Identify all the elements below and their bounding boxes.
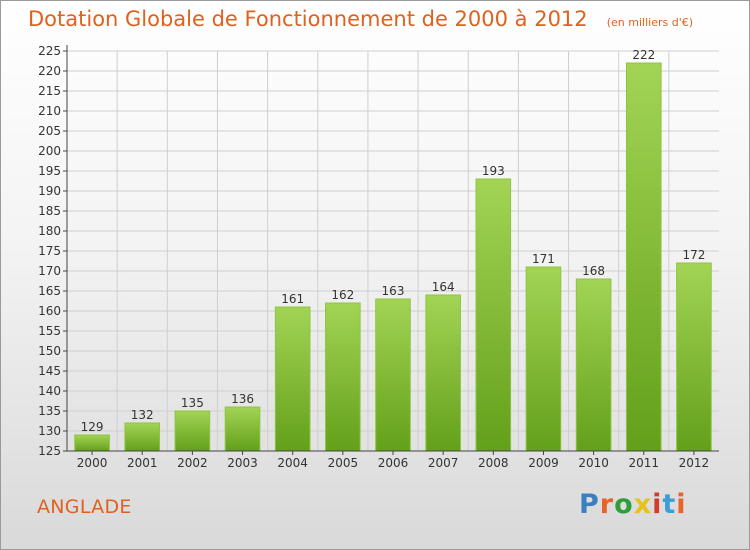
- data-label: 129: [81, 420, 104, 434]
- bar-2002: [174, 410, 211, 452]
- data-label: 136: [231, 392, 254, 406]
- y-tick-label: 135: [38, 404, 61, 418]
- y-tick-label: 180: [38, 224, 61, 238]
- y-tick-label: 160: [38, 304, 61, 318]
- bar-2000: [74, 434, 110, 452]
- x-tick-label: 2010: [578, 456, 609, 470]
- y-tick-label: 155: [38, 324, 61, 338]
- y-tick-label: 210: [38, 104, 61, 118]
- y-tick-label: 195: [38, 164, 61, 178]
- x-tick-label: 2001: [127, 456, 158, 470]
- x-tick-label: 2011: [628, 456, 659, 470]
- logo-letter: o: [614, 489, 634, 520]
- bar-2006: [375, 298, 411, 452]
- logo-letter: P: [579, 489, 600, 520]
- x-tick-label: 2005: [328, 456, 359, 470]
- data-label: 171: [532, 252, 555, 266]
- y-tick-label: 190: [38, 184, 61, 198]
- data-label: 163: [382, 284, 405, 298]
- data-label: 172: [682, 248, 705, 262]
- y-tick-label: 175: [38, 244, 61, 258]
- logo-letter: i: [652, 489, 663, 520]
- bar-2004: [274, 306, 311, 452]
- axes: [63, 45, 719, 455]
- logo-letter: t: [662, 489, 677, 520]
- x-tick-label: 2003: [227, 456, 258, 470]
- x-tick-label: 2007: [428, 456, 459, 470]
- proxiti-logo: Proxiti: [579, 489, 687, 520]
- y-tick-label: 225: [38, 44, 61, 58]
- x-tick-label: 2008: [478, 456, 509, 470]
- labels: 125 130 135 140 145 150 155 160 165 170 175 180 185 1…: [38, 44, 709, 470]
- commune-name: ANGLADE: [37, 496, 132, 518]
- x-tick-label: 2009: [528, 456, 559, 470]
- y-tick-label: 130: [38, 424, 61, 438]
- x-tick-label: 2004: [277, 456, 308, 470]
- x-tick-label: 2000: [77, 456, 108, 470]
- y-tick-label: 205: [38, 124, 61, 138]
- y-tick-label: 200: [38, 144, 61, 158]
- chart-unit: (en milliers d'€): [606, 16, 694, 29]
- y-tick-label: 125: [38, 444, 61, 458]
- bar-2008: [475, 178, 512, 452]
- x-tick-label: 2012: [679, 456, 710, 470]
- bar-2010: [575, 278, 612, 452]
- y-tick-label: 215: [38, 84, 61, 98]
- x-tick-label: 2002: [177, 456, 208, 470]
- data-label: 161: [281, 292, 304, 306]
- data-label: 135: [181, 396, 204, 410]
- y-tick-label: 170: [38, 264, 61, 278]
- data-label: 162: [331, 288, 354, 302]
- y-tick-label: 150: [38, 344, 61, 358]
- x-tick-label: 2006: [378, 456, 409, 470]
- data-label: 193: [482, 164, 505, 178]
- bar-2003: [224, 406, 261, 452]
- chart-title: Dotation Globale de Fonctionnement de 20…: [28, 7, 693, 31]
- y-tick-label: 140: [38, 384, 61, 398]
- bar-2001: [124, 422, 161, 452]
- bar-2009: [525, 266, 562, 452]
- logo-letter: x: [633, 489, 653, 520]
- bars: [74, 62, 712, 452]
- data-label: 222: [632, 48, 655, 62]
- y-tick-label: 165: [38, 284, 61, 298]
- y-tick-label: 220: [38, 64, 61, 78]
- bar-2012: [676, 262, 712, 452]
- logo-letter: i: [676, 489, 687, 520]
- y-tick-label: 145: [38, 364, 61, 378]
- bar-2011: [625, 62, 662, 452]
- logo-letter: r: [599, 489, 615, 520]
- data-label: 168: [582, 264, 605, 278]
- chart-title-text: Dotation Globale de Fonctionnement de 20…: [28, 7, 588, 31]
- bar-2005: [325, 302, 361, 452]
- bar-2007: [425, 294, 461, 452]
- data-label: 164: [432, 280, 455, 294]
- y-tick-label: 185: [38, 204, 61, 218]
- data-label: 132: [131, 408, 154, 422]
